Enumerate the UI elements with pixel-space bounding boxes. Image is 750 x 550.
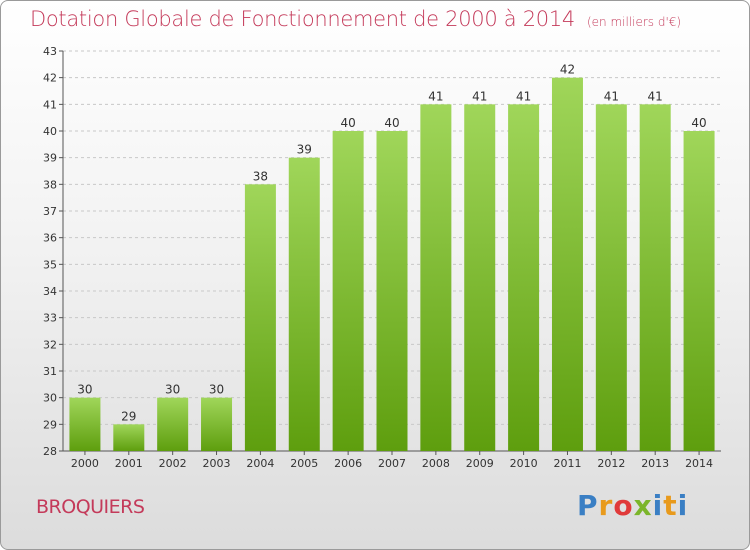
x-tick-label: 2002 <box>159 457 187 470</box>
x-tick-label: 2013 <box>641 457 669 470</box>
x-tick-label: 2009 <box>466 457 494 470</box>
y-tick-label: 36 <box>43 232 57 245</box>
value-label: 41 <box>516 89 531 103</box>
bar <box>595 104 627 451</box>
x-tick-label: 2005 <box>290 457 318 470</box>
y-tick-label: 33 <box>43 312 57 325</box>
bar <box>69 397 101 451</box>
value-label: 40 <box>384 116 399 130</box>
y-tick-label: 43 <box>43 45 57 58</box>
y-tick-labels: 28 29 30 31 32 33 34 35 36 37 38 39 40 41 42 43 <box>43 45 63 458</box>
logo-letter: P <box>577 489 599 522</box>
bar <box>639 104 671 451</box>
y-tick-label: 42 <box>43 72 57 85</box>
logo-letter: o <box>613 489 634 522</box>
bar <box>157 397 189 451</box>
x-tick-label: 2008 <box>422 457 450 470</box>
x-tick-label: 2012 <box>597 457 625 470</box>
value-label: 40 <box>691 116 706 130</box>
value-label: 30 <box>77 383 92 397</box>
y-tick-label: 29 <box>43 418 57 431</box>
bars <box>69 77 715 452</box>
x-tick-label: 2010 <box>510 457 538 470</box>
y-tick-label: 34 <box>43 285 57 298</box>
value-label: 42 <box>560 63 575 77</box>
y-tick-label: 31 <box>43 365 57 378</box>
bar <box>464 104 496 451</box>
value-label: 41 <box>604 89 619 103</box>
logo-letter: x <box>633 489 653 522</box>
bar <box>113 424 145 451</box>
x-tick-label: 2001 <box>115 457 143 470</box>
y-tick-label: 28 <box>43 445 57 458</box>
x-tick-labels: 2000 2001 2002 2003 2004 2005 2006 2007 2008 2009… <box>71 451 713 470</box>
bar <box>332 131 364 451</box>
value-labels: 30 29 30 30 38 39 40 40 41 41 41 42 41 41 40 <box>77 63 706 424</box>
bar <box>683 131 715 451</box>
logo-letter: i <box>677 489 689 522</box>
title-text: Dotation Globale de Fonctionnement de 20… <box>30 7 575 31</box>
y-tick-label: 38 <box>43 178 57 191</box>
value-label: 39 <box>297 143 312 157</box>
x-tick-label: 2014 <box>685 457 713 470</box>
value-label: 30 <box>209 383 224 397</box>
y-tick-label: 40 <box>43 125 57 138</box>
value-label: 41 <box>472 89 487 103</box>
bar <box>376 131 408 451</box>
logo-letter: r <box>598 489 614 522</box>
value-label: 40 <box>340 116 355 130</box>
y-tick-label: 30 <box>43 392 57 405</box>
commune-name: BROQUIERS <box>36 496 145 518</box>
y-tick-label: 37 <box>43 205 57 218</box>
y-tick-label: 32 <box>43 338 57 351</box>
y-tick-label: 41 <box>43 98 57 111</box>
y-tick-label: 35 <box>43 258 57 271</box>
value-label: 29 <box>121 409 136 423</box>
x-tick-label: 2007 <box>378 457 406 470</box>
bar <box>288 157 320 451</box>
chart-title: Dotation Globale de Fonctionnement de 20… <box>30 7 681 31</box>
x-tick-label: 2000 <box>71 457 99 470</box>
logo-letter: i <box>652 489 664 522</box>
value-label: 41 <box>428 89 443 103</box>
bar <box>551 77 583 452</box>
chart-subtitle: (en milliers d'€) <box>586 15 682 29</box>
x-tick-label: 2003 <box>203 457 231 470</box>
proxiti-logo: Proxiti <box>577 489 688 522</box>
x-tick-label: 2006 <box>334 457 362 470</box>
value-label: 38 <box>253 169 268 183</box>
value-label: 30 <box>165 383 180 397</box>
y-tick-label: 39 <box>43 152 57 165</box>
bar <box>420 104 452 451</box>
logo-letter: t <box>663 489 678 522</box>
x-tick-label: 2004 <box>246 457 274 470</box>
x-tick-label: 2011 <box>553 457 581 470</box>
bar <box>508 104 540 451</box>
bar <box>244 184 276 452</box>
value-label: 41 <box>648 89 663 103</box>
bar <box>201 397 233 451</box>
